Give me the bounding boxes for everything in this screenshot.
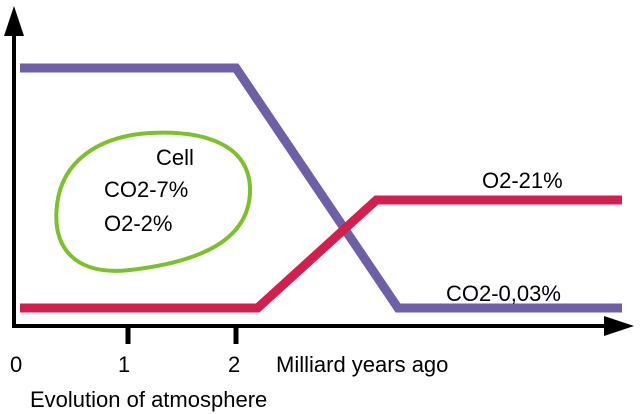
y-axis-arrow <box>4 6 24 36</box>
x-tick-label-1: 1 <box>118 352 130 377</box>
x-tick-label-2: 2 <box>228 352 240 377</box>
chart-caption: Evolution of atmosphere <box>30 387 267 412</box>
co2-end-label: CO2-0,03% <box>446 281 561 306</box>
x-axis-label: Milliard years ago <box>276 352 448 377</box>
cell-label-line-2: CO2-7% <box>104 177 188 202</box>
x-tick-label-0: 0 <box>10 352 22 377</box>
o2-end-label: O2-21% <box>482 168 563 193</box>
series-line-co2 <box>20 63 622 313</box>
cell-outline <box>54 130 253 273</box>
x-axis-arrow <box>604 316 634 336</box>
cell-label-line-3: O2-2% <box>104 211 172 236</box>
cell-label-line-1: Cell <box>156 145 194 170</box>
series-line-o2 <box>20 195 622 313</box>
